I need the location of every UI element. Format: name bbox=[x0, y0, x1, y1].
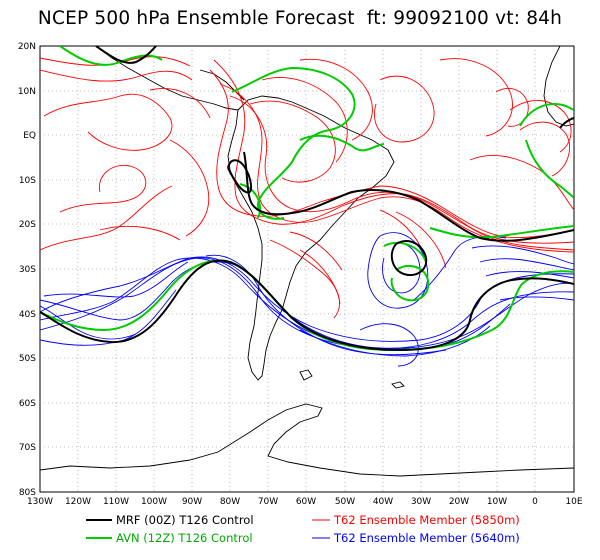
lon-label: 70W bbox=[258, 497, 278, 507]
graticule bbox=[40, 46, 574, 492]
legend-item-red-members: T62 Ensemble Member (5850m) bbox=[312, 513, 520, 527]
south-georgia bbox=[391, 381, 405, 389]
africa-coast bbox=[543, 46, 574, 127]
legend-label-avn: AVN (12Z) T126 Control bbox=[116, 531, 253, 545]
mrf-control-contours bbox=[40, 46, 574, 352]
lat-label: 70S bbox=[19, 443, 36, 453]
lat-labels: 20N 10N EQ 10S 20S 30S 40S 50S 60S 70S 8… bbox=[18, 42, 36, 498]
lon-label: 120W bbox=[65, 497, 91, 507]
lon-label: 30W bbox=[411, 497, 431, 507]
legend-item-blue-members: T62 Ensemble Member (5640m) bbox=[312, 531, 520, 545]
lon-label: 40W bbox=[373, 497, 393, 507]
lat-label: 20S bbox=[19, 220, 36, 230]
lon-label: 60W bbox=[296, 497, 316, 507]
legend: MRF (00Z) T126 Control AVN (12Z) T126 Co… bbox=[86, 513, 520, 545]
legend-label-blue-members: T62 Ensemble Member (5640m) bbox=[333, 531, 520, 545]
lat-label: EQ bbox=[23, 131, 36, 141]
page-title: NCEP 500 hPa Ensemble Forecast ft: 99092… bbox=[37, 8, 563, 29]
lat-label: 40S bbox=[19, 310, 36, 320]
falkland-islands bbox=[299, 369, 313, 381]
lat-label: 10N bbox=[18, 87, 36, 97]
lon-label: 80W bbox=[220, 497, 240, 507]
legend-label-mrf: MRF (00Z) T126 Control bbox=[116, 513, 254, 527]
antarctica-coast bbox=[40, 403, 574, 477]
legend-label-red-members: T62 Ensemble Member (5850m) bbox=[333, 513, 520, 527]
lat-label: 20N bbox=[18, 42, 36, 52]
lon-label: 10W bbox=[487, 497, 507, 507]
avn-control-contours bbox=[40, 46, 574, 352]
lon-label: 20W bbox=[449, 497, 469, 507]
lat-label: 30S bbox=[19, 265, 36, 275]
lon-label: 110W bbox=[103, 497, 129, 507]
legend-item-avn: AVN (12Z) T126 Control bbox=[86, 531, 253, 545]
red-ensemble-contours bbox=[40, 56, 574, 319]
lat-label: 50S bbox=[19, 354, 36, 364]
south-america-coast bbox=[227, 95, 395, 381]
lon-label: 50W bbox=[335, 497, 355, 507]
lon-label: 10E bbox=[565, 497, 582, 507]
caribbean-coast bbox=[199, 69, 245, 101]
lon-labels: 130W 120W 110W 100W 90W 80W 70W 60W 50W … bbox=[27, 497, 583, 507]
blue-ensemble-contours bbox=[40, 232, 574, 367]
lat-label: 60S bbox=[19, 399, 36, 409]
lat-label: 80S bbox=[19, 488, 36, 498]
lon-label: 130W bbox=[27, 497, 53, 507]
lat-label: 10S bbox=[19, 176, 36, 186]
legend-item-mrf: MRF (00Z) T126 Control bbox=[86, 513, 254, 527]
lon-label: 90W bbox=[182, 497, 202, 507]
lon-label: 100W bbox=[141, 497, 167, 507]
lon-label: 0 bbox=[532, 497, 538, 507]
